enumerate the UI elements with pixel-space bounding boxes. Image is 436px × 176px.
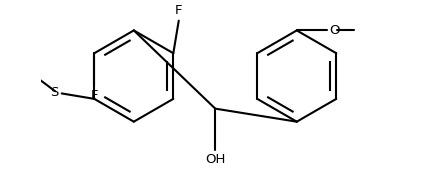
Text: F: F: [175, 4, 183, 17]
Text: O: O: [329, 24, 340, 37]
Text: OH: OH: [205, 153, 225, 166]
Text: S: S: [51, 86, 59, 99]
Text: F: F: [91, 89, 98, 102]
